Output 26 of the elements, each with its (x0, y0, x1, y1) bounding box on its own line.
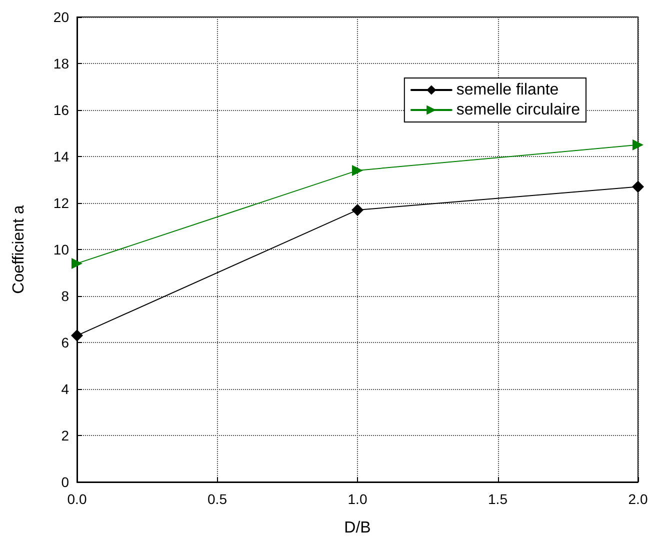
y-tick-label: 14 (53, 148, 70, 164)
legend-label: semelle circulaire (456, 102, 580, 118)
legend-label: semelle filante (456, 82, 559, 98)
x-tick-label: 1.0 (348, 491, 368, 507)
y-tick-label: 8 (61, 288, 70, 304)
point (352, 204, 364, 216)
x-tick-label: 0.0 (67, 491, 87, 507)
y-tick-label: 6 (61, 334, 70, 350)
y-tick-label: 16 (53, 102, 70, 118)
y-tick-label: 20 (53, 9, 70, 25)
y-tick-label: 10 (53, 242, 70, 258)
y-tick-label: 18 (53, 56, 70, 72)
x-tick-label: 1.5 (488, 491, 508, 507)
y-axis-title: Coefficient a (10, 205, 28, 294)
point (632, 180, 644, 193)
point (352, 164, 363, 176)
point (72, 258, 82, 269)
y-tick-label: 4 (61, 381, 70, 397)
x-axis-title: D/B (344, 520, 371, 536)
point (632, 139, 644, 150)
y-tick-label: 0 (61, 474, 70, 490)
y-tick-label: 2 (61, 428, 70, 444)
x-tick-label: 0.5 (208, 491, 228, 507)
x-tick-label: 2.0 (628, 491, 648, 507)
y-tick-label: 12 (53, 195, 70, 211)
point (71, 330, 83, 342)
